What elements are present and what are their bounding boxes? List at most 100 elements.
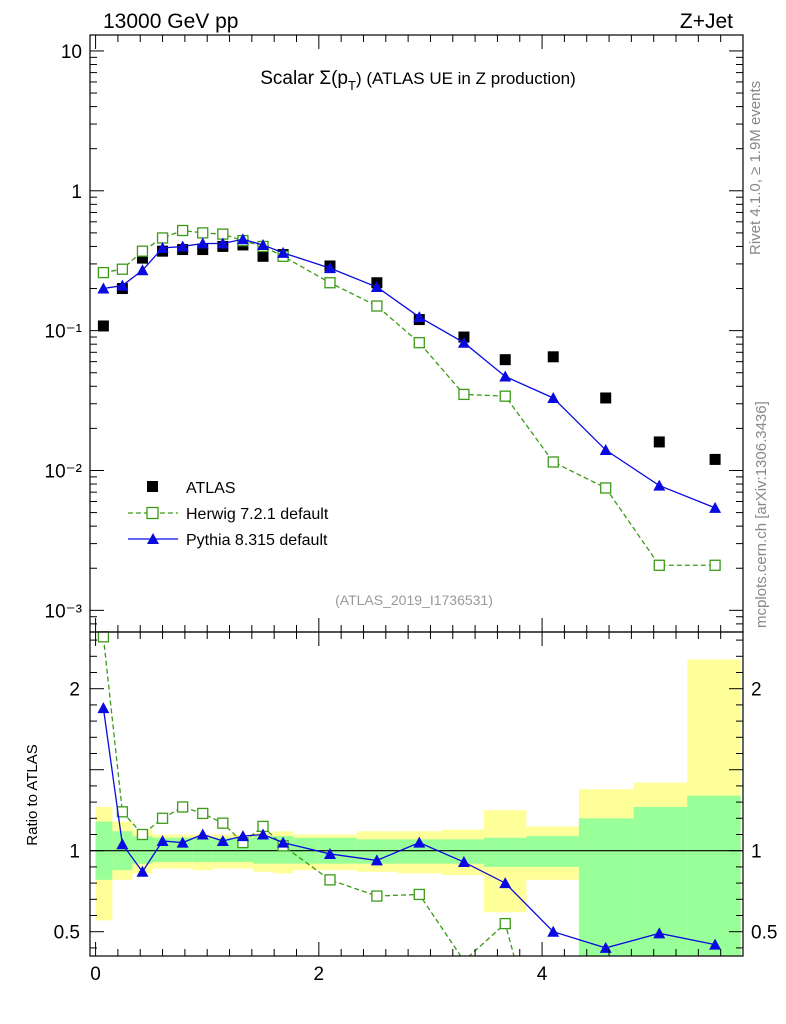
point-pythia-11 [370, 281, 383, 293]
point-herwig-11 [371, 300, 383, 312]
point-atlas-2 [136, 252, 148, 264]
process-label: Z+Jet [680, 10, 733, 33]
point-pythia-0 [97, 282, 110, 294]
ratio-point-pythia-10 [323, 847, 336, 859]
series-line-pythia [103, 238, 716, 509]
point-herwig-0 [97, 266, 110, 279]
point-herwig-17 [653, 559, 665, 571]
point-pythia-14 [499, 370, 512, 382]
ratio-point-pythia-15 [547, 925, 560, 937]
panel-frames [89, 34, 744, 957]
ratio-point-herwig-4 [176, 801, 189, 813]
ratio-ytick-label-right-0: 0.5 [751, 923, 777, 944]
point-herwig-1 [116, 263, 129, 275]
ratio-point-herwig-3 [156, 812, 169, 824]
point-herwig-10 [324, 277, 336, 289]
point-pythia-17 [653, 479, 666, 491]
band-inner-17 [578, 818, 634, 956]
point-herwig-14 [499, 390, 511, 402]
band-inner-15 [484, 837, 527, 867]
ratio-point-pythia-6 [216, 834, 229, 846]
point-pythia-15 [547, 391, 560, 403]
top-ytick-label-1: 1 [71, 182, 82, 203]
legend-marker-pythia [147, 533, 159, 544]
point-atlas-14 [499, 354, 511, 366]
xtick-label-1: 2 [314, 964, 325, 985]
ratio-ytick-label-right-1: 1 [751, 842, 762, 863]
ratio-point-herwig-5 [197, 807, 209, 820]
ratio-point-pythia-5 [196, 828, 209, 840]
ratio-ytick-label-left-2: 2 [69, 680, 80, 701]
point-pythia-1 [116, 279, 129, 291]
point-pythia-4 [176, 240, 189, 252]
point-atlas-17 [653, 436, 665, 448]
ratio-point-pythia-7 [236, 830, 249, 842]
point-pythia-3 [156, 241, 169, 253]
legend-label-atlas: ATLAS [186, 480, 236, 497]
point-pythia-6 [216, 237, 229, 249]
band-inner-4 [172, 837, 193, 863]
band-inner-16 [526, 836, 579, 867]
point-atlas-5 [197, 244, 209, 256]
main-panel-series [97, 224, 722, 571]
analysis-id-label: (ATLAS_2019_I1736531) [335, 592, 493, 608]
legend-marker-herwig [146, 506, 159, 520]
ratio-point-herwig-0 [97, 631, 110, 643]
point-herwig-3 [156, 232, 169, 244]
point-atlas-8 [257, 250, 269, 262]
ratio-point-pythia-18 [709, 938, 722, 950]
ratio-point-pythia-12 [413, 836, 426, 848]
ratio-point-pythia-14 [499, 877, 512, 889]
ratio-point-herwig-2 [136, 828, 149, 841]
top-ytick-label-3: 10⁻² [45, 461, 83, 482]
point-pythia-13 [457, 336, 470, 348]
top-ytick-label-4: 10⁻³ [45, 601, 83, 622]
rivet-version-label: Rivet 4.1.0, ≥ 1.9M events [747, 81, 764, 255]
point-pythia-10 [323, 262, 336, 274]
band-inner-19 [687, 795, 741, 956]
ratio-ytick-label-left-0: 0.5 [54, 923, 80, 944]
band-inner-6 [212, 837, 233, 863]
band-inner-2 [132, 836, 153, 864]
beam-label: 13000 GeV pp [103, 10, 238, 33]
point-pythia-12 [413, 311, 426, 323]
ratio-point-herwig-10 [324, 874, 336, 886]
ratio-point-pythia-11 [370, 854, 383, 866]
point-herwig-5 [197, 227, 209, 239]
point-pythia-9 [277, 246, 290, 258]
ratio-point-herwig-14 [499, 917, 511, 930]
point-pythia-2 [136, 264, 149, 276]
uncertainty-bands [95, 659, 741, 956]
point-pythia-7 [236, 233, 249, 245]
band-inner-3 [152, 837, 173, 863]
band-inner-8 [252, 836, 274, 864]
ratio-point-pythia-4 [176, 836, 189, 848]
ratio-point-pythia-2 [136, 865, 149, 877]
point-pythia-5 [196, 237, 209, 249]
point-pythia-8 [257, 238, 270, 250]
axes: 10 1 10⁻¹ 10⁻² 10⁻³ 0.5 0.5 1 1 2 2 0 2 4 [45, 35, 777, 985]
point-herwig-16 [600, 482, 612, 494]
legend: ATLAS Herwig 7.2.1 default Pythia 8.315 … [128, 480, 329, 549]
point-herwig-12 [413, 337, 425, 349]
top-ytick-label-0: 10 [61, 42, 82, 63]
legend-marker-atlas [147, 481, 158, 492]
point-atlas-0 [97, 320, 109, 332]
ratio-ytick-label-left-1: 1 [69, 842, 80, 863]
ratio-point-pythia-3 [156, 834, 169, 846]
ratio-point-pythia-17 [653, 927, 666, 939]
point-herwig-18 [709, 559, 721, 571]
point-pythia-16 [599, 444, 612, 456]
point-atlas-15 [547, 351, 559, 363]
xtick-label-2: 4 [537, 964, 548, 985]
point-herwig-4 [176, 224, 189, 237]
legend-label-pythia: Pythia 8.315 default [186, 532, 328, 549]
ratio-y-label: Ratio to ATLAS [24, 744, 41, 845]
legend-label-herwig: Herwig 7.2.1 default [186, 506, 329, 523]
ratio-point-pythia-13 [457, 856, 470, 868]
ratio-point-pythia-1 [116, 838, 129, 850]
ratio-panel-frame [89, 631, 744, 957]
ratio-point-herwig-6 [217, 817, 229, 829]
ratio-ytick-label-right-2: 2 [751, 680, 762, 701]
